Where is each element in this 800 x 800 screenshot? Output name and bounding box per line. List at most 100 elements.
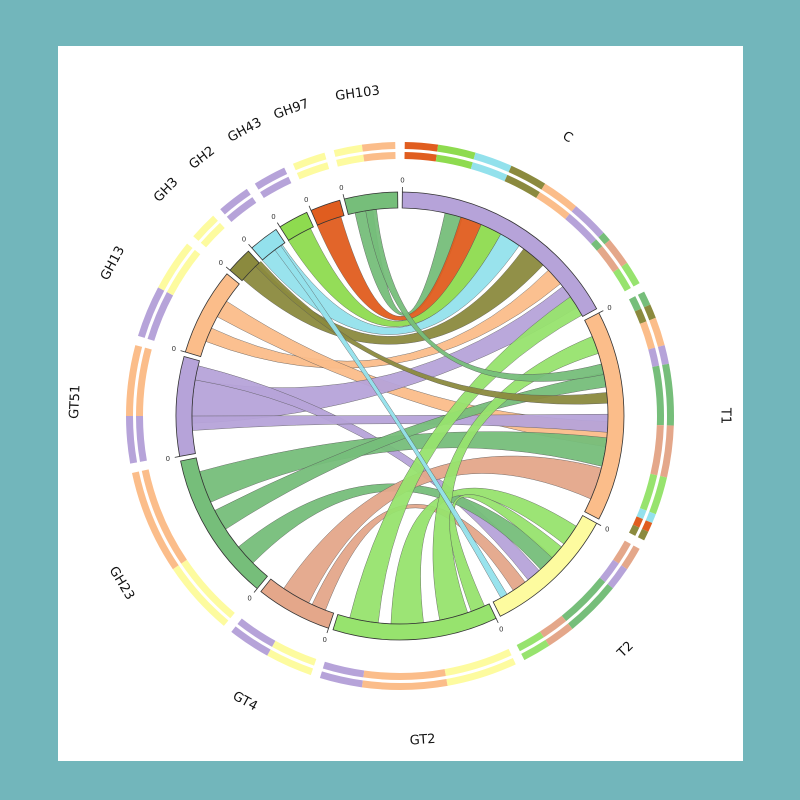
- outer-ring-outer-segment: [446, 657, 516, 686]
- outer-ring-inner-segment: [435, 154, 473, 169]
- outer-ring-outer-segment: [641, 520, 653, 532]
- outer-ring-outer-segment: [598, 232, 610, 245]
- outer-ring-inner-segment: [200, 222, 225, 248]
- outer-ring-inner-segment: [561, 577, 606, 622]
- outer-ring-outer-segment: [545, 623, 573, 646]
- outer-ring-inner-segment: [632, 516, 644, 528]
- sector-arc: [229, 250, 260, 282]
- outer-ring-inner-segment: [237, 618, 276, 647]
- outer-ring-inner-segment: [272, 640, 317, 666]
- sector-arc: [310, 199, 345, 226]
- sector-tick: [308, 205, 312, 211]
- sector-tick: [174, 456, 180, 458]
- sector-label-gh43: GH43: [225, 115, 264, 146]
- sector-tick-label: 0: [339, 184, 343, 192]
- outer-ring-outer-segment: [158, 243, 193, 291]
- outer-ring-inner-segment: [322, 661, 365, 678]
- outer-ring-outer-segment: [292, 152, 327, 171]
- outer-ring-inner-segment: [590, 239, 603, 251]
- outer-ring-inner-segment: [565, 213, 597, 245]
- sector-arc: [251, 228, 286, 261]
- outer-ring-inner-segment: [404, 152, 437, 162]
- outer-ring-outer-segment: [621, 262, 640, 287]
- sector-label-t2: T2: [614, 639, 637, 662]
- sector-tick: [598, 310, 604, 314]
- outer-ring-outer-segment: [437, 144, 476, 160]
- outer-ring-outer-segment: [657, 345, 669, 366]
- sector-label-gh3: GH3: [151, 175, 181, 206]
- sector-tick: [225, 266, 231, 271]
- outer-annotation-ring: [126, 142, 674, 690]
- sector-tick-label: 0: [166, 455, 170, 463]
- outer-ring-outer-segment: [131, 471, 179, 570]
- sector-arcs: 0 0 0 0 0 0 0 0 0 0 0 0 0: [166, 177, 625, 644]
- outer-ring-inner-segment: [470, 162, 508, 182]
- outer-ring-outer-segment: [571, 206, 604, 238]
- sector-label-gh23: GH23: [106, 564, 138, 603]
- outer-ring-outer-segment: [267, 649, 314, 676]
- sector-tick: [276, 222, 281, 228]
- outer-ring-inner-segment: [516, 631, 544, 652]
- sector-tick-label: 0: [172, 345, 176, 353]
- outer-ring-inner-segment: [363, 669, 446, 680]
- outer-ring-inner-segment: [260, 176, 292, 199]
- sector-arc: [332, 603, 497, 641]
- outer-ring-outer-segment: [137, 287, 165, 338]
- outer-ring-inner-segment: [141, 469, 187, 564]
- outer-ring-inner-segment: [613, 540, 631, 564]
- outer-ring-inner-segment: [639, 473, 658, 511]
- outer-ring-outer-segment: [193, 215, 218, 241]
- sector-tick: [596, 522, 602, 526]
- outer-ring-outer-segment: [649, 317, 665, 347]
- sector-arc: [279, 211, 314, 241]
- outer-ring-outer-segment: [126, 416, 138, 464]
- outer-ring-outer-segment: [404, 142, 439, 152]
- sector-label-gh97: GH97: [272, 96, 311, 122]
- outer-ring-inner-segment: [226, 197, 257, 223]
- sector-arc: [184, 273, 240, 358]
- sector-arc: [343, 191, 399, 216]
- sector-tick: [495, 618, 499, 624]
- sector-arc: [401, 191, 598, 317]
- outer-ring-inner-segment: [181, 559, 235, 619]
- sector-label-gh13: GH13: [98, 244, 128, 283]
- outer-ring-inner-segment: [147, 292, 174, 341]
- sector-label-gt2: GT2: [409, 732, 436, 749]
- sector-arc: [175, 356, 200, 457]
- sector-label-t1: T1: [718, 407, 733, 424]
- outer-ring-inner-segment: [136, 416, 147, 462]
- outer-ring-inner-segment: [444, 648, 512, 676]
- outer-ring-outer-segment: [126, 345, 143, 416]
- sector-tick-label: 0: [242, 235, 246, 243]
- outer-ring-inner-segment: [648, 347, 660, 367]
- sector-arc: [584, 312, 625, 520]
- outer-ring-outer-segment: [660, 425, 674, 478]
- outer-ring-outer-segment: [361, 678, 448, 690]
- diagram-panel: [58, 46, 743, 761]
- outer-ring-outer-segment: [607, 565, 628, 589]
- outer-ring-inner-segment: [539, 615, 567, 638]
- outer-ring-outer-segment: [319, 671, 363, 688]
- outer-ring-inner-segment: [650, 424, 664, 476]
- outer-ring-inner-segment: [136, 347, 152, 416]
- outer-ring-outer-segment: [541, 183, 577, 212]
- sector-tick-label: 0: [219, 259, 223, 267]
- outer-ring-inner-segment: [536, 192, 570, 220]
- outer-ring-outer-segment: [643, 304, 656, 321]
- sector-tick: [253, 588, 258, 593]
- sector-label-gh2: GH2: [186, 144, 217, 173]
- sector-tick-label: 0: [304, 196, 308, 204]
- outer-ring-inner-segment: [628, 296, 642, 312]
- sector-tick-label: 0: [400, 177, 404, 185]
- outer-ring-outer-segment: [473, 152, 512, 173]
- sector-tick-label: 0: [605, 525, 609, 533]
- outer-ring-outer-segment: [621, 545, 640, 570]
- outer-ring-inner-segment: [599, 559, 619, 583]
- outer-ring-outer-segment: [637, 528, 649, 541]
- outer-ring-inner-segment: [166, 249, 201, 296]
- sector-tick-label: 0: [247, 594, 251, 602]
- outer-ring-outer-segment: [645, 511, 656, 524]
- sector-label-gt51: GT51: [67, 384, 83, 419]
- outer-ring-outer-segment: [637, 291, 651, 308]
